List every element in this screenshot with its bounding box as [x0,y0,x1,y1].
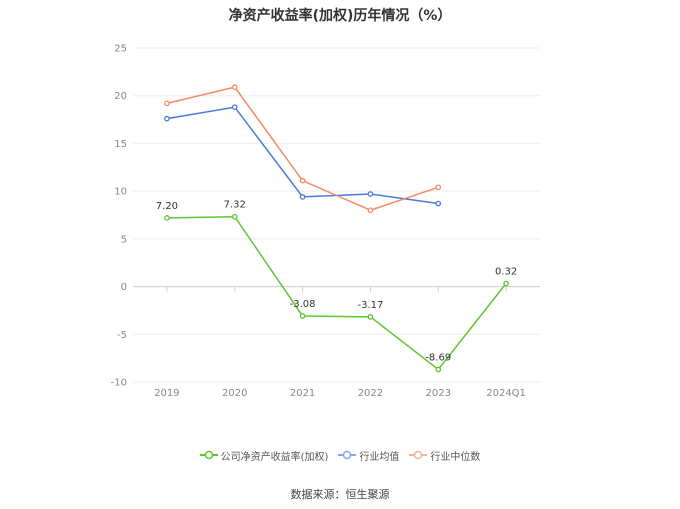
x-tick-label: 2024Q1 [486,388,526,399]
chart-title: 净资产收益率(加权)历年情况（%） [228,8,452,24]
data-label: 7.20 [156,201,178,212]
data-point[interactable] [231,84,238,90]
data-labels: 7.20 7.32 -3.08 -3.17 -8.69 0.32 [156,200,517,364]
series-line-0 [166,215,507,371]
data-point[interactable] [299,177,306,184]
series-points [164,84,509,373]
x-tick-label: 2023 [426,388,451,399]
y-tick-label: 15 [114,139,127,150]
data-point[interactable] [503,280,509,287]
data-label: -3.17 [357,300,383,311]
data-point[interactable] [435,184,442,191]
series-line-1 [166,106,439,205]
grid-lines [133,47,540,383]
x-tick-label: 2019 [154,388,179,399]
y-tick-label: 5 [121,234,127,245]
data-point[interactable] [164,100,170,107]
legend-label-company: 公司净资产收益率(加权) [220,451,329,463]
legend-label-industry-mean: 行业均值 [359,451,400,463]
legend: 公司净资产收益率(加权) 行业均值 行业中位数 [0,447,680,463]
series-line-2 [166,86,439,212]
data-point[interactable] [164,215,170,221]
data-point[interactable] [299,194,306,200]
y-tick-label: 0 [121,282,127,293]
data-label: 7.32 [224,200,246,211]
data-label: -8.69 [425,352,451,363]
legend-marker-industry-median [409,450,428,460]
data-label: -3.08 [290,299,316,310]
y-axis: 25 20 15 10 5 0 -5 -10 [111,44,127,389]
data-point[interactable] [367,313,374,320]
data-point[interactable] [367,207,374,214]
data-point[interactable] [435,200,442,207]
legend-label-industry-median: 行业中位数 [430,451,481,463]
data-point[interactable] [435,366,442,373]
data-point[interactable] [299,313,306,319]
legend-item-industry-mean[interactable]: 行业均值 [338,448,399,463]
data-source: 数据来源：恒生聚源 [290,488,390,501]
series-lines [166,86,507,371]
x-tick-label: 2020 [222,388,247,399]
data-label: 0.32 [495,267,517,278]
y-tick-label: 10 [114,187,127,198]
y-tick-label: 25 [114,44,127,55]
x-tick-label: 2022 [358,388,383,399]
data-point[interactable] [367,191,374,197]
x-axis: 2019 2020 2021 2022 2023 2024Q1 [154,286,526,399]
y-tick-label: 20 [114,91,127,102]
legend-marker-company [199,450,218,460]
legend-item-company[interactable]: 公司净资产收益率(加权) [199,448,329,463]
legend-marker-industry-mean [338,450,357,460]
line-chart: 25 20 15 10 5 0 -5 -10 2019 2020 2021 2022 2023 2024… [111,44,540,399]
y-tick-label: -5 [117,330,127,341]
x-tick-label: 2021 [290,388,315,399]
data-point[interactable] [231,104,238,111]
legend-item-industry-median[interactable]: 行业中位数 [409,448,480,463]
data-point[interactable] [164,115,170,122]
y-tick-label: -10 [111,378,127,389]
data-point[interactable] [231,213,238,220]
